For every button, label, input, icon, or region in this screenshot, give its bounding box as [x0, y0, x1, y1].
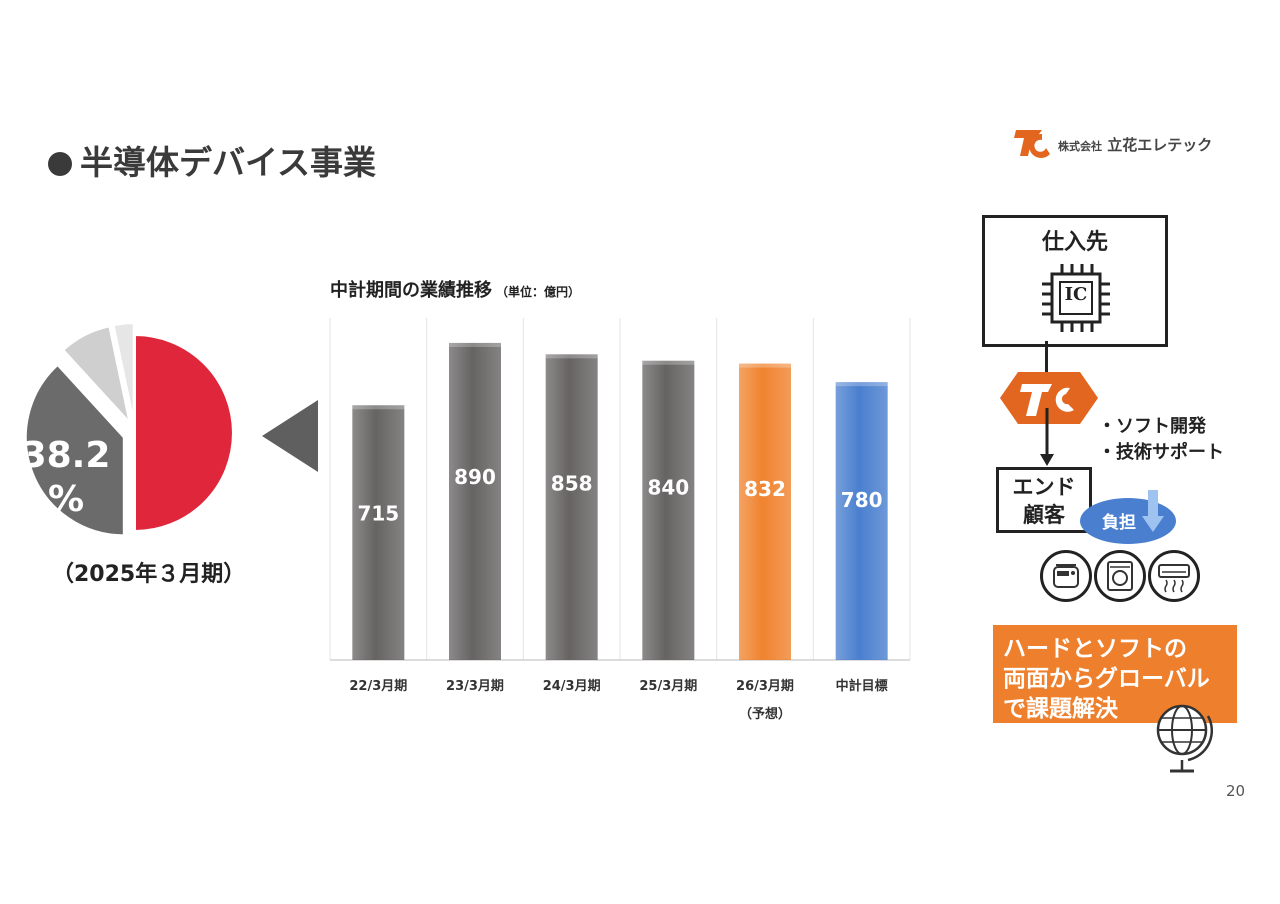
supplier-box: 仕入先	[982, 215, 1168, 347]
company-name: 株式会社 立花エレテック	[1058, 134, 1212, 155]
x-tick-label: 23/3月期	[446, 679, 504, 694]
bar	[545, 354, 598, 660]
page-title: 半導体デバイス事業	[48, 136, 376, 184]
bar-highlight	[642, 360, 695, 365]
bar-highlight	[352, 405, 405, 410]
company-logo: 株式会社 立花エレテック	[1012, 124, 1252, 164]
chart-title: 中計期間の業績推移 （単位：億円）	[330, 276, 580, 302]
ic-chip-icon: IC	[1040, 262, 1112, 334]
performance-bar-chart: 715 22/3月期 890 23/3月期 858 24/3月期 840 25/3月期 832 2…	[329, 318, 911, 722]
bar	[642, 360, 695, 660]
chip-label: IC	[1064, 284, 1088, 305]
bar	[449, 342, 501, 660]
x-tick-label: 22/3月期	[349, 679, 407, 694]
bar	[352, 405, 405, 660]
tc-mark-icon	[1000, 372, 1098, 424]
chart-title-text: 中計期間の業績推移	[330, 280, 492, 301]
tc-logo-icon	[1014, 130, 1050, 158]
customer-label-line1: エンド	[1012, 475, 1076, 499]
x-tick-label: 中計目標	[836, 678, 888, 694]
pie-highlight-text: 38.2	[21, 435, 111, 476]
message-line-2: 両面からグローバル	[1003, 666, 1210, 692]
bar-value-label: 715	[357, 501, 399, 525]
flow-down-arrow-icon	[1040, 408, 1054, 466]
bar-value-label: 832	[744, 477, 786, 501]
pie-slice	[112, 322, 135, 422]
pie-highlight-label: 38.2%	[14, 434, 118, 522]
pie-slice	[134, 333, 234, 533]
company-name-text: 立花エレテック	[1107, 136, 1213, 154]
pie-highlight-text: %	[47, 479, 85, 520]
page-title-text: 半導体デバイス事業	[80, 143, 377, 182]
share-pie-chart	[24, 322, 234, 537]
message-line-1: ハードとソフトの	[1003, 636, 1187, 662]
message-box: ハードとソフトの 両面からグローバル で課題解決	[993, 625, 1237, 723]
pointer-triangle-icon	[262, 400, 318, 472]
rice-cooker-icon	[1040, 550, 1092, 602]
bar-value-label: 858	[551, 472, 593, 496]
bar-value-label: 890	[454, 465, 496, 489]
service-item-support: ・技術サポート	[1098, 442, 1224, 463]
bar	[835, 382, 888, 660]
pie-caption: （2025年３月期）	[52, 562, 246, 587]
message-line-3: で課題解決	[1003, 696, 1118, 722]
bar-value-label: 840	[647, 475, 689, 499]
bar-highlight	[739, 363, 791, 368]
chart-unit-note: （単位：億円）	[496, 285, 581, 299]
bar-value-label: 780	[841, 488, 883, 512]
page-number: 20	[1226, 782, 1246, 800]
bar-highlight	[449, 342, 501, 347]
flow-connector	[1045, 341, 1048, 373]
burden-badge: 負担	[1080, 490, 1176, 544]
bar-highlight	[835, 382, 888, 387]
pie-slice	[24, 363, 125, 537]
x-tick-sublabel: （予想）	[739, 706, 791, 722]
end-customer-box: エンド 顧客	[996, 467, 1092, 533]
x-tick-label: 24/3月期	[543, 679, 601, 694]
bar	[739, 363, 791, 660]
chip-graphic	[1042, 264, 1110, 332]
washing-machine-icon	[1094, 550, 1146, 602]
bar-highlight	[545, 354, 598, 359]
x-tick-label: 26/3月期	[736, 679, 794, 694]
burden-down-arrow-icon	[1142, 490, 1164, 532]
supplier-label: 仕入先	[1041, 230, 1108, 255]
customer-label-line2: 顧客	[1023, 503, 1065, 527]
air-conditioner-icon	[1148, 550, 1200, 602]
x-tick-label: 25/3月期	[639, 679, 697, 694]
company-type: 株式会社	[1058, 140, 1102, 153]
service-item-software: ・ソフト開発	[1098, 416, 1206, 437]
burden-label: 負担	[1102, 513, 1136, 533]
title-bullet-icon	[48, 152, 72, 176]
chart-grid	[329, 318, 911, 660]
globe-icon	[1156, 704, 1214, 773]
pie-slice	[61, 325, 132, 426]
